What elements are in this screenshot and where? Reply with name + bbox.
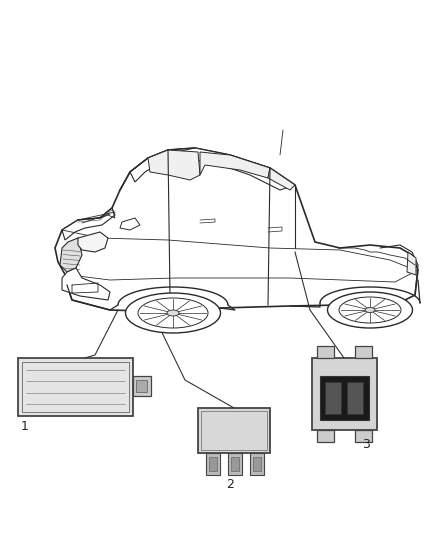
Polygon shape bbox=[55, 148, 418, 312]
Polygon shape bbox=[120, 218, 140, 230]
Polygon shape bbox=[62, 268, 110, 300]
Polygon shape bbox=[228, 453, 242, 475]
Ellipse shape bbox=[361, 350, 367, 354]
Polygon shape bbox=[133, 376, 151, 396]
Polygon shape bbox=[407, 252, 416, 275]
Polygon shape bbox=[250, 453, 264, 475]
Polygon shape bbox=[206, 453, 220, 475]
Polygon shape bbox=[209, 457, 217, 471]
Polygon shape bbox=[347, 382, 363, 414]
Text: 1: 1 bbox=[21, 420, 29, 433]
Ellipse shape bbox=[167, 310, 179, 316]
Polygon shape bbox=[136, 380, 147, 392]
Polygon shape bbox=[355, 346, 372, 358]
Polygon shape bbox=[320, 376, 369, 420]
Ellipse shape bbox=[138, 298, 208, 328]
Ellipse shape bbox=[84, 238, 102, 248]
Polygon shape bbox=[148, 150, 200, 180]
Ellipse shape bbox=[322, 350, 328, 354]
Polygon shape bbox=[355, 430, 372, 442]
Ellipse shape bbox=[339, 297, 401, 323]
Ellipse shape bbox=[126, 293, 220, 333]
Polygon shape bbox=[200, 152, 270, 178]
Text: 3: 3 bbox=[362, 438, 370, 451]
Ellipse shape bbox=[328, 292, 413, 328]
Polygon shape bbox=[231, 457, 239, 471]
Polygon shape bbox=[78, 232, 108, 252]
Polygon shape bbox=[325, 382, 341, 414]
Polygon shape bbox=[198, 408, 270, 453]
Ellipse shape bbox=[322, 433, 328, 439]
Polygon shape bbox=[268, 168, 295, 190]
Polygon shape bbox=[18, 358, 133, 416]
Polygon shape bbox=[317, 346, 334, 358]
Polygon shape bbox=[253, 457, 261, 471]
Ellipse shape bbox=[365, 308, 375, 312]
Polygon shape bbox=[62, 208, 115, 240]
Polygon shape bbox=[312, 358, 377, 430]
Ellipse shape bbox=[361, 433, 367, 439]
Polygon shape bbox=[130, 148, 295, 190]
Text: 2: 2 bbox=[226, 478, 234, 491]
Polygon shape bbox=[60, 238, 82, 272]
Polygon shape bbox=[317, 430, 334, 442]
